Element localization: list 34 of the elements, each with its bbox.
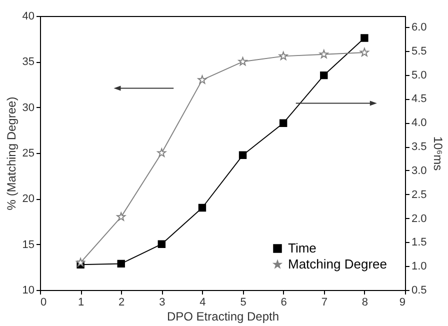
y2-tick-label: 5.5 <box>412 45 427 58</box>
y2-tick-label: 5.0 <box>412 69 427 82</box>
legend-label: Matching Degree <box>288 256 387 272</box>
y-tick-label: 15 <box>22 238 34 251</box>
y-tick-label: 25 <box>22 148 34 160</box>
y-axis-title: % (Matching Degree) <box>4 96 18 210</box>
y2-tick-label: 2.0 <box>412 212 427 225</box>
y-tick-label: 30 <box>22 102 34 114</box>
x-tick-label: 3 <box>159 296 166 308</box>
x-tick-label: 7 <box>321 296 328 308</box>
y2-tick-label: 2.5 <box>412 188 427 201</box>
legend-label: Time <box>288 240 316 256</box>
y2-tick-label: 0.5 <box>412 284 427 296</box>
x-tick-label: 1 <box>78 296 84 308</box>
y2-tick-label: 1.5 <box>412 236 427 249</box>
y2-tick-label: 1.0 <box>412 260 427 273</box>
x-tick-label: 8 <box>362 296 368 308</box>
y-tick-label: 20 <box>22 193 34 206</box>
x-tick-label: 6 <box>280 296 287 308</box>
y-tick-label: 10 <box>22 284 34 296</box>
y2-tick-label: 6.0 <box>412 22 427 34</box>
x-tick-label: 4 <box>200 296 206 308</box>
y2-tick-label: 3.5 <box>412 141 427 154</box>
y2-tick-label: 4.5 <box>412 93 427 106</box>
y2-tick-label: 3.0 <box>412 164 427 177</box>
x-tick-label: 5 <box>240 296 246 308</box>
y2-tick-label: 4.0 <box>412 117 427 130</box>
y-tick-label: 35 <box>22 56 34 68</box>
x-axis-title: DPO Etracting Depth <box>166 310 280 324</box>
y2-axis-title: 10⁶ms <box>430 136 445 171</box>
x-tick-label: 2 <box>118 296 125 308</box>
x-tick-label: 9 <box>399 296 406 308</box>
y-tick-label: 40 <box>22 10 34 22</box>
x-tick-label: 0 <box>40 296 47 308</box>
